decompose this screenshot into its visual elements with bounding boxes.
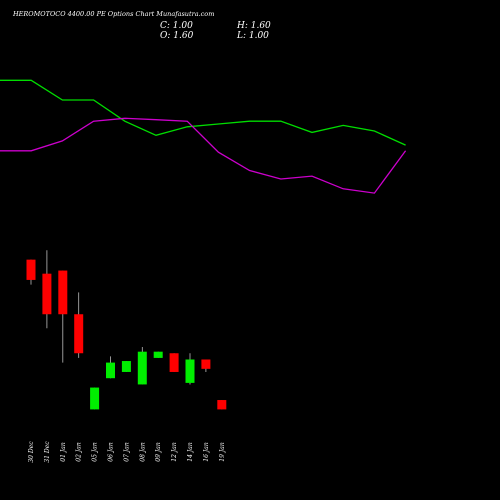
date-tick-label: 12 Jan <box>171 442 178 462</box>
date-tick-label: 30 Dec <box>28 441 35 463</box>
candle-body <box>121 361 131 372</box>
candle-body <box>153 351 163 358</box>
date-tick-label: 05 Jan <box>92 442 99 462</box>
candle <box>74 292 84 358</box>
candle-body <box>74 314 84 354</box>
candle <box>90 387 100 410</box>
candle <box>217 400 227 410</box>
date-tick-label: 19 Jan <box>219 442 226 462</box>
date-tick-label: 02 Jan <box>76 442 83 462</box>
candle <box>169 353 179 372</box>
date-tick-label: 07 Jan <box>123 442 130 462</box>
candle-body <box>58 270 68 315</box>
candle-body <box>42 273 52 315</box>
open-label: O: 1.60 <box>160 31 194 41</box>
candle-body <box>217 400 227 410</box>
candle <box>26 259 36 285</box>
candle-body <box>90 387 100 410</box>
candle-body <box>185 359 195 383</box>
line-series-green <box>0 79 406 146</box>
line-series-magenta <box>0 117 407 194</box>
high-label: H: 1.60 <box>236 21 271 31</box>
candle <box>137 347 147 385</box>
date-tick-label: 01 Jan <box>60 442 67 462</box>
date-axis: 30 Dec 31 Dec 01 Jan 02 Jan 05 Jan 06 Jan 07 J… <box>28 441 226 463</box>
date-tick-label: 06 Jan <box>108 442 115 462</box>
close-label: C: 1.00 <box>160 21 193 31</box>
date-tick-label: 16 Jan <box>203 442 210 462</box>
candle-body <box>106 362 115 379</box>
candle <box>185 353 195 385</box>
candle <box>58 270 68 363</box>
indicator-lines <box>0 79 407 194</box>
candle <box>121 361 131 372</box>
low-label: L: 1.00 <box>236 31 269 41</box>
candle <box>106 356 115 379</box>
chart-title: HEROMOTOCO 4400.00 PE Options Chart Muna… <box>12 10 214 18</box>
candle <box>42 250 52 329</box>
candle-body <box>26 259 36 280</box>
date-tick-label: 09 Jan <box>155 442 162 462</box>
candle <box>201 359 211 372</box>
candlestick-series <box>26 250 227 410</box>
candle-body <box>137 351 147 385</box>
date-tick-label: 08 Jan <box>139 442 146 462</box>
candle-body <box>201 359 211 369</box>
candle-body <box>169 353 179 372</box>
candle <box>153 351 163 358</box>
date-tick-label: 31 Dec <box>44 441 51 463</box>
date-tick-label: 14 Jan <box>187 442 194 462</box>
